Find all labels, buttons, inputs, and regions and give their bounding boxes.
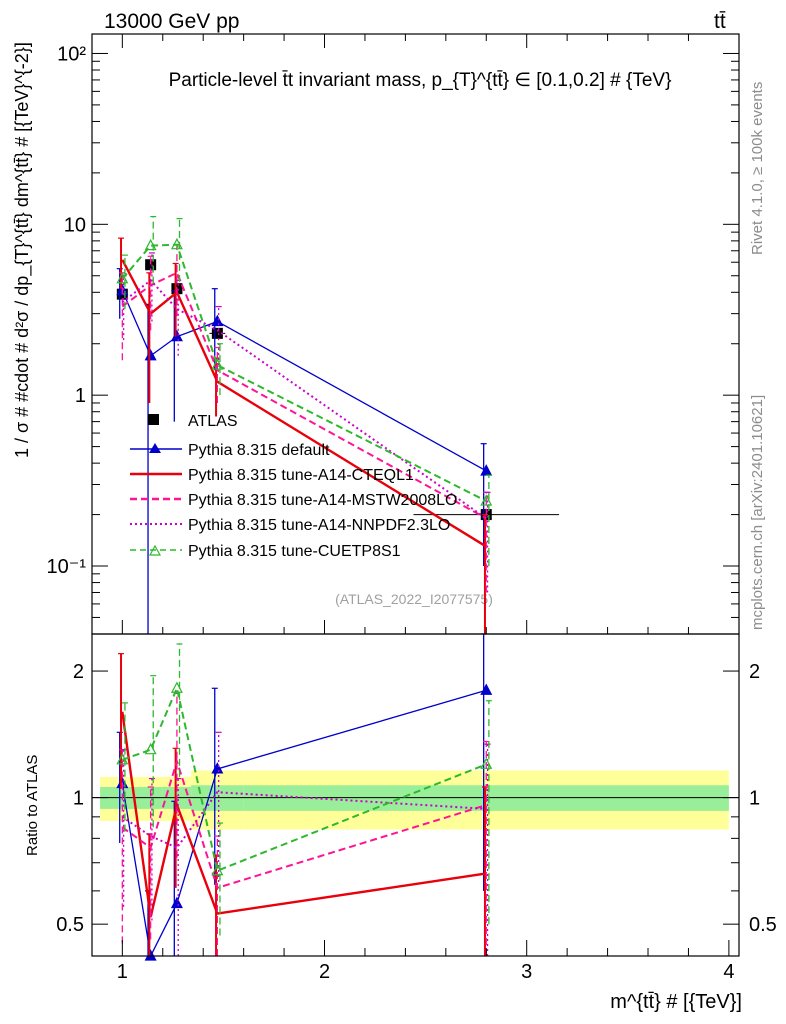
- series-line-3: [121, 791, 487, 849]
- legend-marker-default: [149, 443, 161, 453]
- ratio-plot-panel: 0.5 0.5 1 1 2 2 1 2 3 4 Ratio to ATLAS m^{tt̄} # …: [24, 633, 777, 1013]
- marker-s0-p2: [170, 329, 183, 342]
- legend-label-default: Pythia 8.315 default: [188, 442, 330, 459]
- main-ytick-label: 10: [64, 214, 86, 236]
- main-y-axis-label: 1 / σ # #cdot # d²σ / dp_{T}^{tt̄} dm^{t…: [12, 42, 33, 458]
- ratio-ytick-label-right: 1: [749, 788, 760, 810]
- plot-title: Particle-level t̄t invariant mass, p_{T}…: [169, 70, 672, 91]
- marker-s4-p0: [116, 753, 129, 765]
- process-label: tt̄: [714, 10, 726, 33]
- legend-marker-cuetp8s1: [148, 544, 162, 556]
- ratio-y-axis-label: Ratio to ATLAS: [24, 755, 41, 856]
- rivet-label: Rivet 4.1.0, ≥ 100k events: [749, 82, 766, 255]
- series-line-1: [121, 711, 487, 918]
- ratio-ytick-label: 0.5: [56, 914, 84, 936]
- ratio-ytick-label: 2: [73, 661, 84, 683]
- x-tick-label: 1: [117, 961, 128, 983]
- marker-s4-p1: [144, 742, 157, 755]
- marker-s0-p4: [480, 464, 493, 476]
- ratio-frame: [91, 633, 740, 957]
- marker-s4-p3: [211, 358, 224, 370]
- source-label: mcplots.cern.ch [arXiv:2401.10621]: [749, 395, 766, 630]
- marker-s0-p3: [211, 762, 224, 774]
- ratio-ytick-label-right: 2: [749, 661, 760, 683]
- main-ytick-label: 10⁻¹: [47, 556, 87, 578]
- ratio-ytick-label: 1: [73, 788, 84, 810]
- marker-s0-p4: [480, 683, 493, 695]
- energy-label: 13000 GeV pp: [104, 10, 239, 33]
- main-ytick-label: 10²: [57, 43, 86, 65]
- atlas-point-3: [211, 327, 223, 339]
- legend-label-cuetp8s1: Pythia 8.315 tune-CUETP8S1: [188, 543, 401, 560]
- x-tick-label: 3: [521, 961, 532, 983]
- main-plot-panel: Particle-level t̄t invariant mass, p_{T}…: [12, 33, 740, 635]
- series-line-2: [121, 271, 487, 520]
- legend-label-mstw: Pythia 8.315 tune-A14-MSTW2008LO: [188, 492, 457, 509]
- marker-s0-p2: [170, 896, 183, 909]
- series-line-2: [121, 757, 487, 890]
- marker-s4-p0: [116, 271, 129, 284]
- ratio-ytick-label-right: 0.5: [749, 914, 777, 936]
- series-line-4: [121, 685, 487, 873]
- main-data-layer: [116, 215, 560, 634]
- analysis-id: (ATLAS_2022_I2077575): [335, 591, 493, 607]
- marker-s4-p1: [144, 238, 157, 251]
- marker-s4-p2: [170, 681, 183, 693]
- marker-s4-p3: [211, 863, 224, 876]
- main-ytick-label: 1: [75, 385, 86, 407]
- main-axis-ticks: 10⁻¹ 1 10 10²: [47, 34, 739, 635]
- atlas-point-1: [145, 259, 157, 271]
- marker-s4-p4: [480, 757, 493, 769]
- marker-s4-p2: [170, 237, 183, 250]
- ratio-axis-ticks: 0.5 0.5 1 1 2 2 1 2 3 4: [56, 661, 777, 983]
- x-tick-label: 2: [319, 961, 330, 983]
- marker-s0-p1: [144, 949, 157, 961]
- legend-label-atlas: ATLAS: [188, 413, 238, 430]
- marker-s4-p4: [480, 494, 493, 506]
- series-line-4: [121, 243, 487, 502]
- legend-label-cteql1: Pythia 8.315 tune-A14-CTEQL1: [188, 467, 414, 484]
- x-axis-label: m^{tt̄} # [{TeV}]: [610, 991, 742, 1013]
- legend: ATLAS Pythia 8.315 default Pythia 8.315 …: [130, 413, 457, 560]
- marker-s0-p3: [211, 314, 224, 327]
- legend-marker-atlas: [148, 414, 159, 425]
- x-tick-label: 4: [723, 961, 734, 983]
- marker-s0-p1: [144, 349, 157, 361]
- ratio-data-layer: [116, 633, 493, 961]
- legend-label-nnpdf: Pythia 8.315 tune-A14-NNPDF2.3LO: [188, 517, 450, 534]
